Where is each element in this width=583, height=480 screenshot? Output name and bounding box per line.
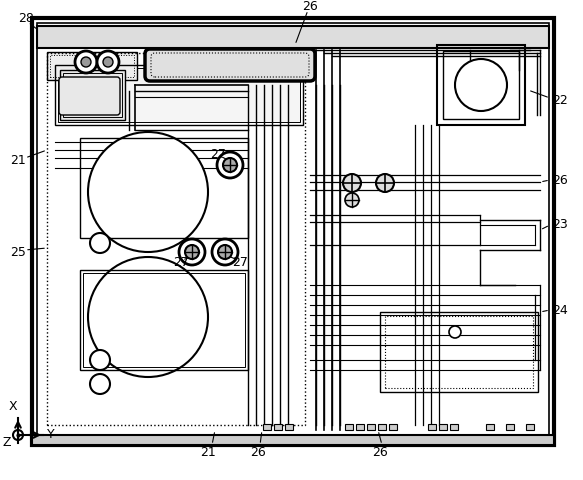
Text: 27: 27 (232, 255, 248, 268)
Bar (450, 424, 458, 430)
Bar (486, 424, 494, 430)
Bar (378, 424, 386, 430)
Bar (32, 435, 554, 445)
Bar (356, 424, 364, 430)
Circle shape (90, 350, 110, 370)
Bar (47, 53, 305, 425)
Text: X: X (9, 400, 17, 413)
Circle shape (223, 158, 237, 172)
Bar (37, 26, 549, 48)
Circle shape (88, 132, 208, 252)
Circle shape (103, 57, 113, 67)
Bar (274, 424, 282, 430)
Bar (439, 424, 447, 430)
Bar (263, 424, 271, 430)
Bar (367, 424, 375, 430)
Bar (50, 55, 134, 77)
Text: 26: 26 (250, 445, 266, 458)
Bar (285, 424, 293, 430)
Bar (60, 70, 125, 120)
Bar (437, 45, 525, 125)
Bar (32, 18, 554, 445)
Text: 24: 24 (552, 303, 568, 316)
Bar (380, 312, 538, 392)
Bar (389, 424, 397, 430)
Circle shape (343, 174, 361, 192)
Circle shape (97, 51, 119, 73)
Circle shape (75, 51, 97, 73)
Bar (443, 51, 519, 119)
Text: Z: Z (3, 435, 11, 448)
Bar (345, 424, 353, 430)
Text: 28: 28 (18, 12, 34, 25)
Bar (80, 270, 248, 370)
FancyBboxPatch shape (145, 49, 315, 81)
Text: 21: 21 (10, 154, 26, 167)
Bar (526, 424, 534, 430)
Text: 21: 21 (200, 445, 216, 458)
Text: 23: 23 (552, 218, 568, 231)
Circle shape (449, 326, 461, 338)
FancyBboxPatch shape (59, 77, 120, 115)
Text: 22: 22 (552, 94, 568, 107)
Bar (37, 23, 549, 440)
Circle shape (218, 245, 232, 259)
Circle shape (345, 193, 359, 207)
Text: 26: 26 (372, 445, 388, 458)
Bar (47, 52, 137, 80)
Circle shape (90, 233, 110, 253)
Text: 26: 26 (552, 173, 568, 187)
Bar (80, 138, 248, 238)
Circle shape (179, 239, 205, 265)
Circle shape (90, 374, 110, 394)
Text: 26: 26 (302, 0, 318, 13)
Circle shape (185, 245, 199, 259)
Bar (63, 73, 122, 117)
Circle shape (455, 59, 507, 111)
Circle shape (13, 430, 23, 440)
Bar (506, 424, 514, 430)
Text: 27: 27 (210, 148, 226, 161)
Bar (55, 65, 303, 125)
Text: 25: 25 (10, 245, 26, 259)
Circle shape (217, 152, 243, 178)
Circle shape (212, 239, 238, 265)
Circle shape (88, 257, 208, 377)
Bar (428, 424, 436, 430)
Text: Y: Y (47, 429, 55, 442)
Bar (83, 273, 245, 367)
Bar (385, 316, 533, 388)
Circle shape (376, 174, 394, 192)
Bar (58, 68, 300, 122)
Circle shape (81, 57, 91, 67)
Text: 27: 27 (173, 255, 189, 268)
